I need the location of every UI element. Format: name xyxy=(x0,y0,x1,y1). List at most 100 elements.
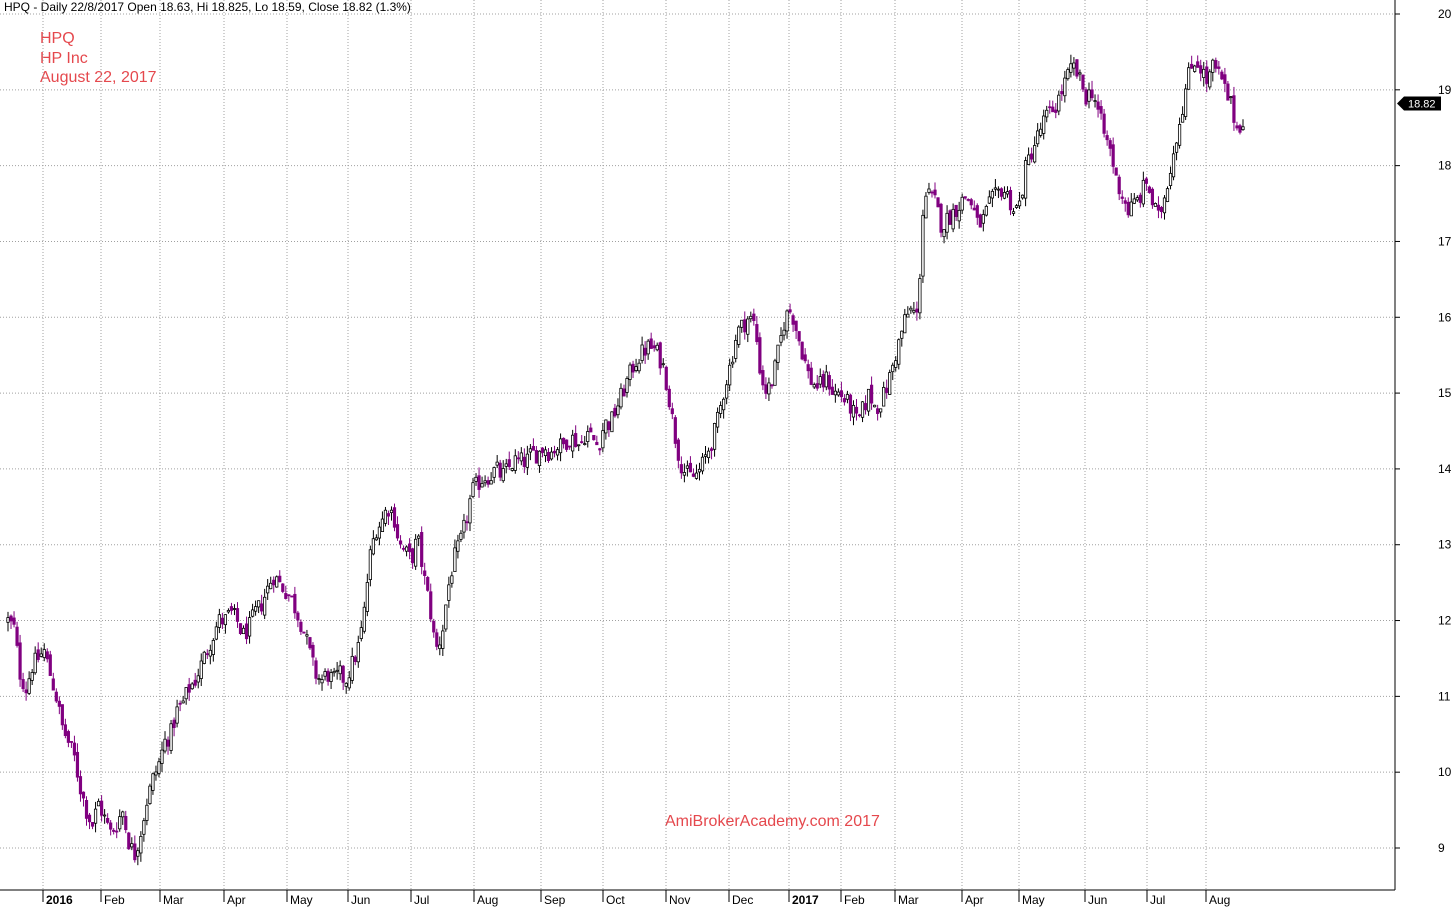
candle xyxy=(873,404,877,408)
last-price-label: 18.82 xyxy=(1408,98,1436,110)
candle xyxy=(1205,60,1209,93)
candle xyxy=(423,562,427,585)
candle xyxy=(66,729,70,748)
candle xyxy=(510,467,514,472)
candle xyxy=(812,382,816,390)
candle xyxy=(169,719,173,754)
candle xyxy=(558,433,563,462)
candle xyxy=(389,506,394,521)
candle xyxy=(737,325,741,348)
y-tick-label: 13 xyxy=(1438,538,1452,552)
candlestick-series xyxy=(6,54,1245,866)
candle xyxy=(257,600,261,614)
candle xyxy=(392,503,397,532)
candle xyxy=(148,783,152,805)
candle xyxy=(109,820,113,836)
candle xyxy=(531,438,536,451)
candle xyxy=(199,653,203,687)
candle xyxy=(281,583,285,594)
candle xyxy=(1126,197,1130,218)
candle xyxy=(528,443,532,461)
candle xyxy=(948,209,952,225)
candle xyxy=(414,534,418,570)
candle xyxy=(332,667,336,677)
candle xyxy=(139,831,143,862)
candle xyxy=(290,595,294,598)
candle xyxy=(1159,205,1164,219)
candle xyxy=(359,620,363,642)
candle xyxy=(447,576,451,608)
x-tick-label: Apr xyxy=(227,893,246,907)
candle xyxy=(848,393,853,422)
candle xyxy=(411,547,415,569)
candle xyxy=(918,273,922,320)
candle xyxy=(1063,70,1067,103)
candle xyxy=(130,837,134,851)
candle xyxy=(767,377,771,402)
candle xyxy=(863,395,868,415)
x-tick-label: Oct xyxy=(606,893,625,907)
candle xyxy=(851,400,856,426)
candle xyxy=(408,538,412,560)
candle xyxy=(247,611,252,644)
candle xyxy=(806,359,810,379)
candle xyxy=(438,636,442,656)
candle xyxy=(860,401,865,423)
candle xyxy=(909,305,913,314)
candle xyxy=(42,643,46,662)
candle xyxy=(1202,61,1206,87)
candle xyxy=(374,534,378,541)
candle xyxy=(595,435,599,446)
candle xyxy=(133,835,137,863)
candle xyxy=(202,650,206,665)
candle xyxy=(933,182,937,199)
candle xyxy=(1014,203,1019,209)
candle xyxy=(969,197,973,210)
candle xyxy=(1030,147,1034,163)
candle xyxy=(127,831,131,850)
candle xyxy=(516,451,520,464)
candle xyxy=(24,681,28,701)
candle xyxy=(208,644,212,665)
candle xyxy=(311,642,315,666)
candle xyxy=(308,636,312,650)
candle xyxy=(658,341,662,375)
candle xyxy=(456,534,460,559)
candle xyxy=(1008,186,1013,216)
candle xyxy=(69,741,74,748)
candle xyxy=(664,365,668,392)
candle xyxy=(1156,196,1161,219)
candle xyxy=(912,301,916,315)
candle xyxy=(1181,106,1185,123)
candle xyxy=(241,625,246,635)
candle xyxy=(1042,109,1046,140)
candle xyxy=(827,371,831,396)
candle xyxy=(607,420,611,437)
candle xyxy=(700,453,705,475)
candle xyxy=(417,534,421,547)
candle xyxy=(830,379,834,395)
candle xyxy=(181,695,185,704)
candle xyxy=(728,358,732,391)
candle xyxy=(1066,67,1070,81)
candle xyxy=(196,668,200,689)
candle xyxy=(220,612,224,629)
candle xyxy=(166,736,170,755)
candle xyxy=(1232,86,1236,131)
candle xyxy=(1168,166,1173,190)
candle xyxy=(429,583,433,623)
candle xyxy=(688,456,693,473)
candle xyxy=(498,459,502,482)
candle xyxy=(15,621,19,648)
candle xyxy=(981,209,985,232)
candle xyxy=(187,677,191,701)
candle xyxy=(226,608,231,614)
candle xyxy=(697,462,702,481)
y-tick-label: 19 xyxy=(1438,83,1452,97)
candle xyxy=(21,672,25,692)
candle xyxy=(613,403,617,418)
candle xyxy=(942,229,946,244)
candle xyxy=(586,425,590,448)
candle xyxy=(320,674,324,691)
candle xyxy=(903,308,907,334)
